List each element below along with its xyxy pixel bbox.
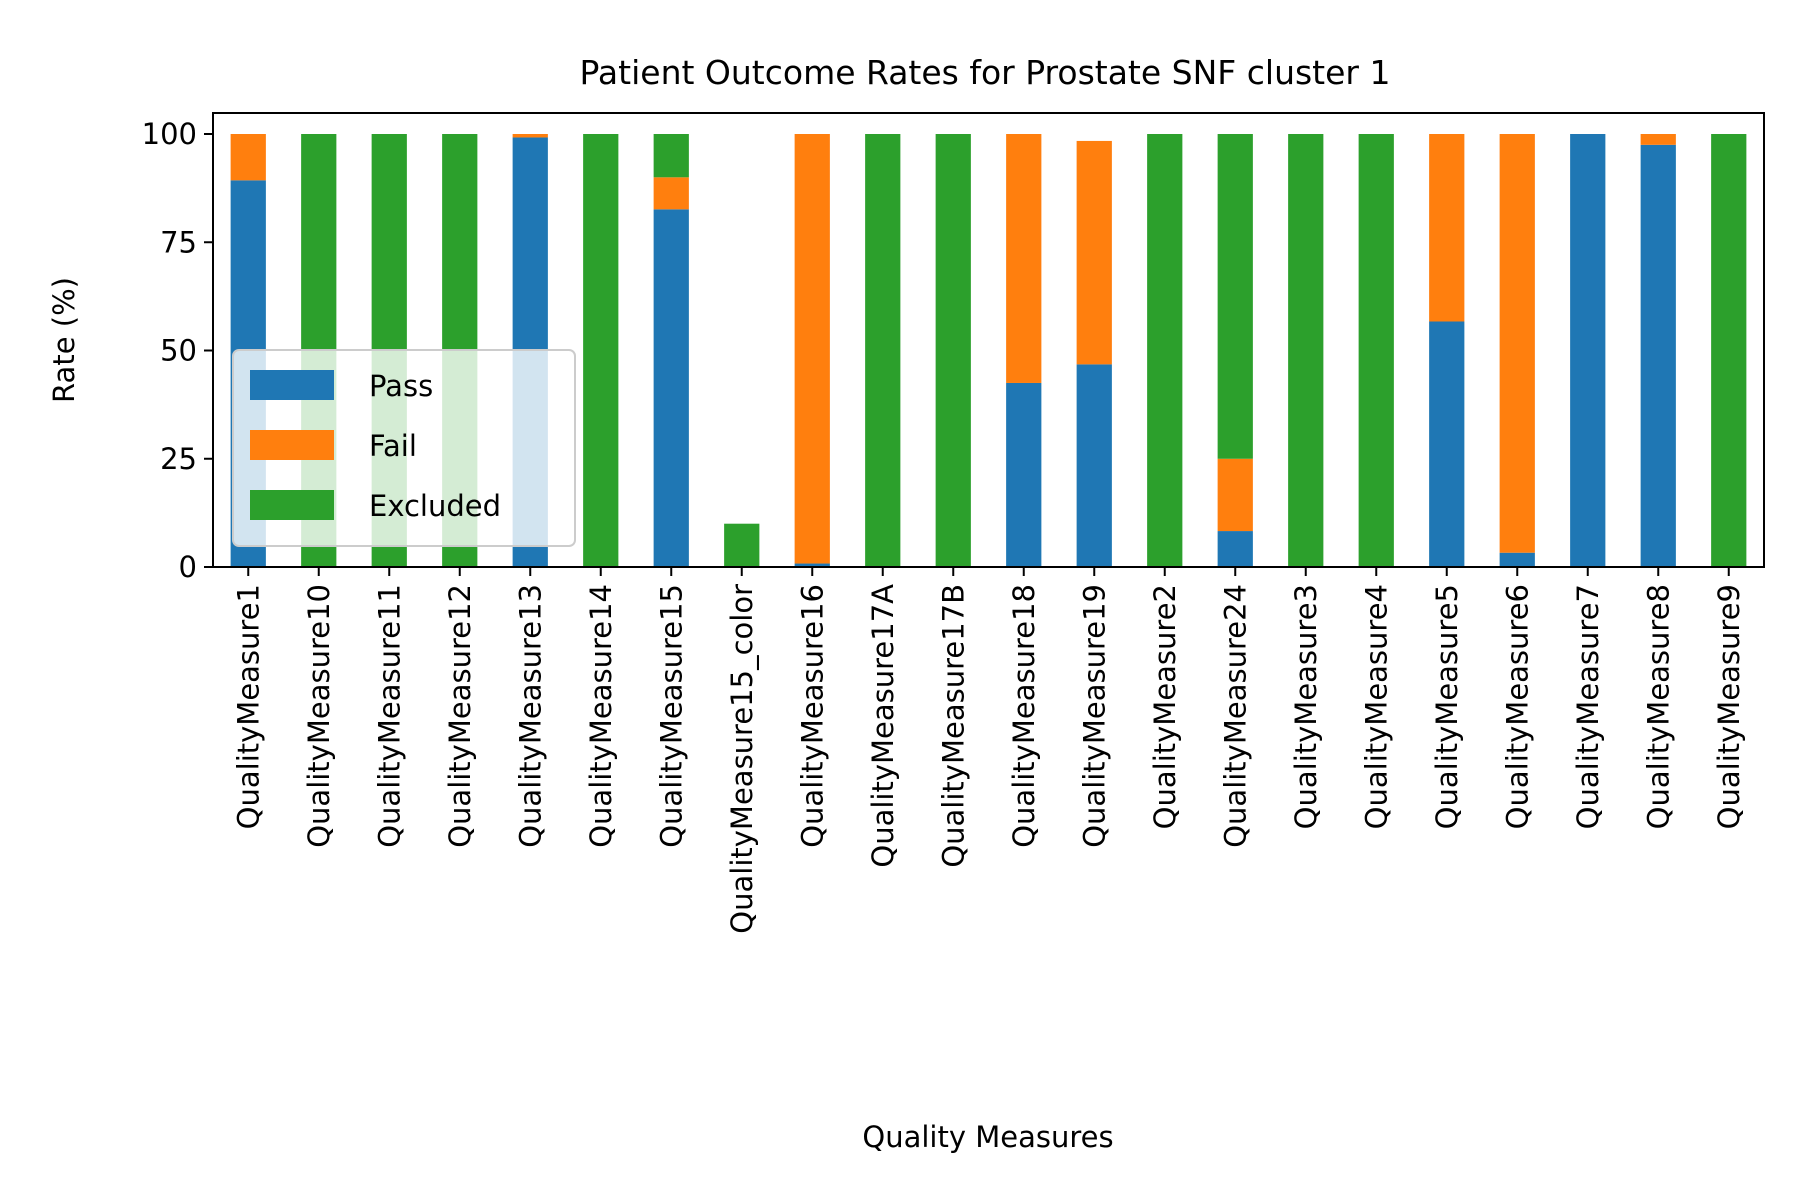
x-tick-label: QualityMeasure17A [866, 584, 900, 868]
x-tick-label: QualityMeasure5 [1430, 584, 1464, 829]
x-tick-label: QualityMeasure6 [1500, 584, 1534, 829]
legend-swatch-excluded [250, 490, 334, 520]
bar-excluded-16 [1358, 134, 1394, 567]
x-axis-label: Quality Measures [862, 1120, 1113, 1154]
y-tick-label: 0 [179, 550, 197, 584]
y-axis: 0 25 50 75 100 [142, 117, 213, 584]
y-tick-label: 100 [142, 117, 197, 151]
x-tick-label: QualityMeasure4 [1359, 584, 1393, 829]
x-tick-label: QualityMeasure3 [1289, 584, 1323, 829]
bar-fail-8 [794, 134, 830, 564]
y-tick-label: 25 [160, 442, 197, 476]
bar-fail-20 [1640, 134, 1676, 145]
bar-excluded-5 [583, 134, 619, 567]
bar-fail-14 [1217, 458, 1253, 532]
bar-pass-12 [1076, 364, 1112, 567]
x-tick-label: QualityMeasure13 [513, 584, 547, 848]
legend-swatch-fail [250, 430, 334, 460]
x-tick-label: QualityMeasure18 [1007, 584, 1041, 848]
bar-excluded-15 [1288, 134, 1324, 567]
bar-fail-6 [653, 177, 689, 210]
x-tick-label: QualityMeasure12 [443, 584, 477, 848]
bar-pass-18 [1499, 552, 1535, 567]
bar-excluded-10 [935, 134, 971, 567]
legend-swatch-pass [250, 370, 334, 400]
legend-label-pass: Pass [369, 369, 433, 403]
bar-excluded-7 [724, 523, 760, 567]
x-tick-label: QualityMeasure1 [231, 584, 265, 829]
bar-pass-8 [794, 563, 830, 567]
x-tick-label: QualityMeasure16 [795, 584, 829, 848]
bar-excluded-9 [865, 134, 901, 567]
bar-pass-17 [1429, 321, 1465, 567]
bar-excluded-6 [653, 134, 689, 178]
x-tick-label: QualityMeasure24 [1218, 584, 1252, 848]
chart-title: Patient Outcome Rates for Prostate SNF c… [580, 53, 1391, 92]
x-tick-label: QualityMeasure9 [1712, 584, 1746, 829]
x-tick-label: QualityMeasure10 [302, 584, 336, 848]
x-tick-label: QualityMeasure15 [654, 584, 688, 848]
x-tick-label: QualityMeasure11 [372, 584, 406, 848]
bar-pass-20 [1640, 144, 1676, 567]
bar-fail-11 [1006, 134, 1042, 383]
legend: Pass Fail Excluded [232, 349, 576, 547]
x-tick-label: QualityMeasure17B [936, 584, 970, 868]
y-tick-label: 50 [160, 334, 197, 368]
y-tick-label: 75 [160, 225, 197, 259]
x-axis: QualityMeasure1 QualityMeasure10 QualityMe… [231, 567, 1746, 934]
x-tick-label: QualityMeasure7 [1571, 584, 1605, 829]
bar-fail-12 [1076, 140, 1112, 365]
bar-pass-14 [1217, 531, 1253, 567]
bar-fail-0 [230, 134, 266, 181]
bar-fail-17 [1429, 134, 1465, 322]
bar-pass-19 [1570, 134, 1606, 567]
x-tick-label: QualityMeasure15_color [725, 584, 759, 934]
bar-fail-4 [512, 134, 548, 138]
x-tick-label: QualityMeasure2 [1148, 584, 1182, 829]
x-tick-label: QualityMeasure14 [584, 584, 618, 848]
legend-label-excluded: Excluded [369, 489, 501, 523]
x-tick-label: QualityMeasure8 [1641, 584, 1675, 829]
plot-frame [212, 112, 1765, 568]
bar-excluded-13 [1147, 134, 1183, 567]
y-axis-label: Rate (%) [47, 277, 81, 403]
bar-pass-11 [1006, 382, 1042, 567]
legend-label-fail: Fail [369, 429, 417, 463]
bar-excluded-14 [1217, 134, 1253, 459]
bar-pass-6 [653, 209, 689, 568]
bar-excluded-21 [1711, 134, 1747, 567]
bar-fail-18 [1499, 134, 1535, 553]
x-tick-label: QualityMeasure19 [1077, 584, 1111, 848]
